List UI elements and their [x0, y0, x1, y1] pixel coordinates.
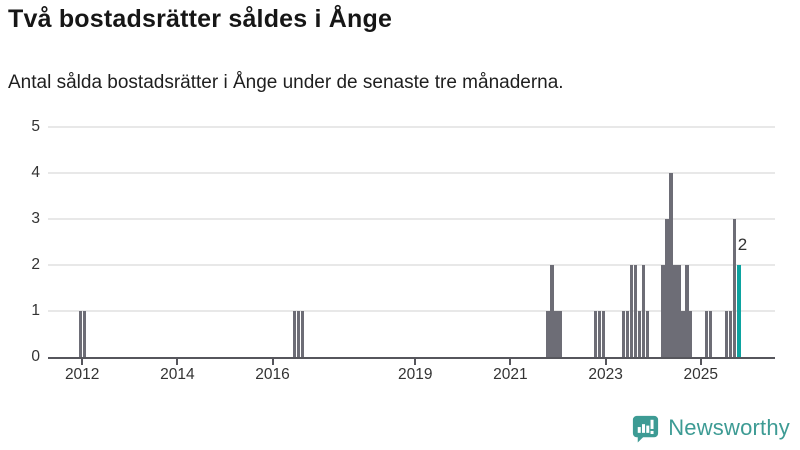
- bar: [705, 311, 709, 357]
- gridline: [48, 310, 775, 312]
- gridline: [48, 126, 775, 128]
- bar: [598, 311, 602, 357]
- bar: [681, 311, 685, 357]
- bar: [669, 173, 673, 357]
- gridline: [48, 172, 775, 174]
- chart-subtitle: Antal sålda bostadsrätter i Ånge under d…: [8, 72, 564, 93]
- x-axis-line: [48, 356, 775, 360]
- bar: [82, 311, 86, 357]
- bar: [550, 265, 554, 357]
- bar: [709, 311, 713, 357]
- bar: [78, 311, 82, 357]
- bar: [677, 265, 681, 357]
- bar: [689, 311, 693, 357]
- x-tick-label: 2021: [493, 366, 528, 383]
- bar: [637, 311, 641, 357]
- x-tick-label: 2012: [64, 366, 100, 383]
- bar: [554, 311, 558, 357]
- chart-title: Två bostadsrätter såldes i Ånge: [8, 5, 393, 33]
- x-tick-mark: [699, 359, 702, 366]
- bar: [601, 311, 606, 357]
- bar: [594, 311, 598, 357]
- bar: [296, 311, 300, 357]
- x-tick-label: 2016: [255, 366, 290, 383]
- gridline: [48, 218, 775, 220]
- bar: [621, 311, 626, 357]
- bar: [661, 265, 665, 357]
- bar: [645, 311, 649, 357]
- bar: [641, 265, 645, 357]
- bar: [724, 311, 729, 357]
- bar: [732, 219, 737, 357]
- x-tick-mark: [271, 359, 274, 366]
- bar: [728, 311, 733, 357]
- bar: [633, 265, 637, 357]
- bar: [292, 311, 296, 357]
- gridline: [48, 264, 775, 266]
- y-tick-label: 4: [31, 164, 40, 181]
- newsworthy-logo-icon: [633, 415, 659, 443]
- value-label: 2: [737, 235, 748, 254]
- bar: [673, 265, 677, 357]
- bar: [300, 311, 304, 357]
- x-tick-mark: [604, 359, 607, 366]
- x-tick-mark: [414, 359, 417, 366]
- x-tick-mark: [81, 359, 84, 366]
- bar: [625, 311, 630, 357]
- highlight-bar: [736, 265, 741, 357]
- x-tick-label: 2014: [160, 366, 195, 383]
- bar: [685, 265, 689, 357]
- y-tick-label: 1: [31, 302, 40, 319]
- newsworthy-logo: Newsworthy: [630, 411, 790, 445]
- y-tick-label: 2: [31, 256, 40, 273]
- bar: [558, 311, 562, 357]
- x-tick-label: 2025: [683, 366, 718, 383]
- x-tick-mark: [509, 359, 512, 366]
- y-tick-label: 0: [31, 348, 40, 365]
- x-tick-label: 2023: [588, 366, 623, 383]
- bar: [629, 265, 634, 357]
- y-tick-label: 5: [31, 118, 40, 135]
- x-tick-mark: [176, 359, 179, 366]
- y-tick-label: 3: [31, 210, 40, 227]
- newsworthy-logo-text: Newsworthy: [668, 415, 790, 440]
- x-tick-label: 2019: [398, 366, 433, 383]
- bar: [665, 219, 669, 357]
- bar: [546, 311, 550, 357]
